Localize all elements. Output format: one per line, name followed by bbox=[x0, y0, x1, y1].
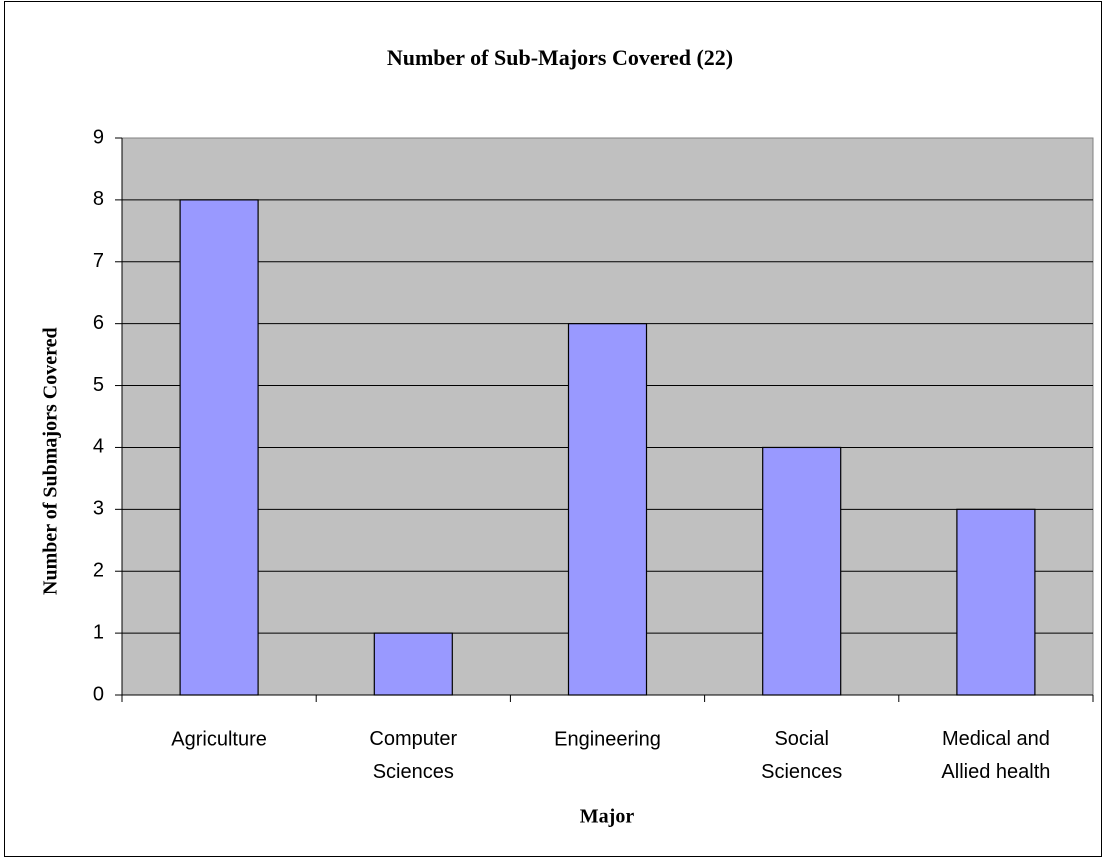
bar bbox=[373, 632, 453, 696]
x-tick-label-line: Social bbox=[774, 728, 828, 750]
y-tick-label: 3 bbox=[93, 498, 104, 520]
x-tick-label: Social Sciences bbox=[761, 728, 842, 783]
x-tick-label: Engineering bbox=[554, 728, 661, 750]
x-tick-label-line: Sciences bbox=[761, 761, 842, 783]
y-tick-label: 6 bbox=[93, 312, 104, 334]
bar bbox=[762, 446, 842, 696]
x-tick-label-line: Sciences bbox=[373, 761, 454, 783]
y-tick-label: 8 bbox=[93, 188, 104, 210]
y-tick-label: 2 bbox=[93, 560, 104, 582]
x-tick-label-line: Medical and bbox=[942, 728, 1050, 750]
y-axis-title-group: Number of Submajors Covered bbox=[40, 327, 62, 595]
bar bbox=[179, 199, 259, 696]
y-tick-label: 7 bbox=[93, 250, 104, 272]
bar bbox=[567, 323, 648, 696]
x-axis-title: Major bbox=[580, 806, 635, 828]
y-tick-label: 4 bbox=[93, 436, 104, 458]
y-tick-label: 9 bbox=[93, 126, 104, 148]
x-tick-label: Medical and Allied health bbox=[941, 728, 1050, 783]
y-tick-label: 5 bbox=[93, 374, 104, 396]
x-tick-label: Computer Sciences bbox=[369, 728, 457, 783]
bar bbox=[956, 508, 1036, 696]
chart-title: Number of Sub-Majors Covered (22) bbox=[387, 45, 733, 70]
x-tick-label: Agriculture bbox=[171, 728, 267, 750]
y-tick-label: 1 bbox=[93, 621, 104, 643]
y-axis-title: Number of Submajors Covered bbox=[40, 327, 62, 595]
y-tick-label: 0 bbox=[93, 683, 104, 705]
x-tick-label-line: Computer bbox=[369, 728, 457, 750]
x-tick-label-line: Allied health bbox=[941, 761, 1050, 783]
